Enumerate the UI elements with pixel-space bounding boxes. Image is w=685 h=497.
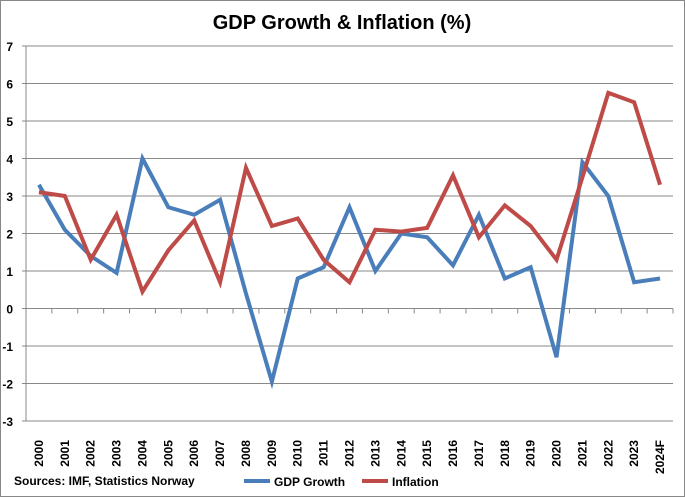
y-tick-label: 6 bbox=[6, 78, 13, 92]
x-tick-label: 2009 bbox=[265, 440, 279, 467]
legend-label-inflation: Inflation bbox=[392, 475, 439, 489]
x-tick-label: 2002 bbox=[84, 440, 98, 467]
x-tick-label: 2000 bbox=[32, 440, 46, 467]
x-tick-label: 2016 bbox=[446, 440, 460, 467]
x-tick-label: 2019 bbox=[524, 440, 538, 467]
x-tick-label: 2010 bbox=[291, 440, 305, 467]
y-tick-label: 0 bbox=[6, 303, 13, 317]
x-tick-label: 2003 bbox=[110, 440, 124, 467]
x-tick-label: 2001 bbox=[58, 440, 72, 467]
chart-title: GDP Growth & Inflation (%) bbox=[213, 12, 472, 34]
series-line-inflation bbox=[38, 90, 662, 297]
x-tick-label: 2023 bbox=[627, 440, 641, 467]
y-tick-label: -1 bbox=[2, 340, 13, 354]
series-line-gdp-growth bbox=[37, 152, 661, 390]
y-tick-label: 4 bbox=[6, 153, 13, 167]
legend: GDP Growth Inflation bbox=[244, 475, 439, 489]
x-tick-label: 2012 bbox=[343, 440, 357, 467]
x-tick-label: 2017 bbox=[472, 440, 486, 467]
x-tick-label: 2014 bbox=[394, 440, 408, 467]
x-tick-label: 2011 bbox=[317, 440, 331, 466]
x-tick-label: 2021 bbox=[575, 440, 589, 467]
x-tick-label: 2018 bbox=[498, 440, 512, 467]
y-tick-label: -2 bbox=[2, 378, 13, 392]
x-tick-label: 2024F bbox=[653, 440, 667, 474]
y-tick-label: 2 bbox=[6, 228, 13, 242]
source-note: Sources: IMF, Statistics Norway bbox=[14, 474, 195, 488]
x-tick-label: 2004 bbox=[135, 440, 149, 467]
y-tick-label: -3 bbox=[2, 415, 13, 429]
y-tick-label: 3 bbox=[6, 190, 13, 204]
x-tick-label: 2006 bbox=[187, 440, 201, 467]
legend-label-gdp: GDP Growth bbox=[274, 475, 345, 489]
x-tick-label: 2013 bbox=[368, 440, 382, 467]
y-tick-label: 5 bbox=[6, 115, 13, 129]
x-tick-label: 2008 bbox=[239, 440, 253, 467]
x-tick-label: 2020 bbox=[550, 440, 564, 467]
x-tick-label: 2007 bbox=[213, 440, 227, 467]
x-tick-label: 2015 bbox=[420, 440, 434, 467]
y-tick-label: 1 bbox=[6, 265, 13, 279]
x-tick-label: 2022 bbox=[601, 440, 615, 467]
y-tick-label: 7 bbox=[6, 40, 13, 54]
x-tick-label: 2005 bbox=[161, 440, 175, 467]
